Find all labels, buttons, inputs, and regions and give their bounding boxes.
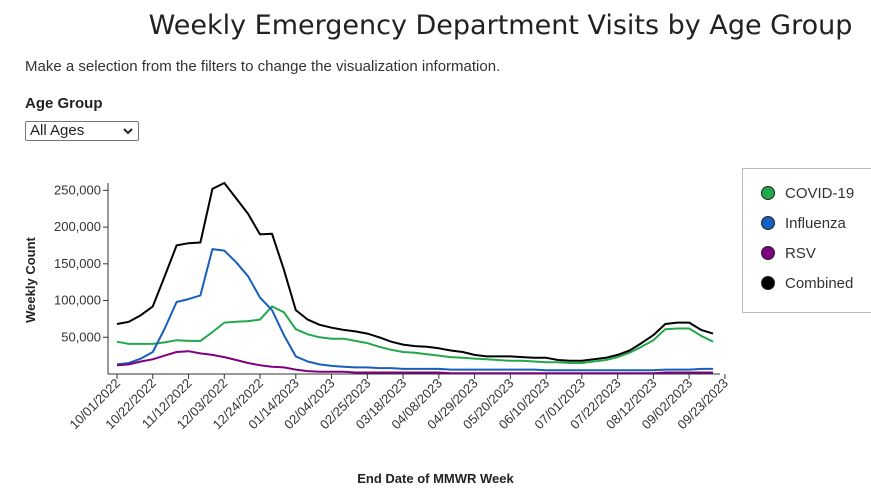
- y-tick-label: 50,000: [61, 329, 101, 344]
- legend-label-influenza: Influenza: [785, 214, 846, 232]
- legend-item-rsv[interactable]: RSV: [761, 243, 816, 263]
- legend-label-covid: COVID-19: [785, 184, 855, 202]
- y-tick-label: 150,000: [54, 256, 101, 271]
- legend-label-rsv: RSV: [785, 244, 816, 262]
- series-line-combined: [116, 182, 714, 362]
- x-axis: 10/01/202210/22/202211/12/202212/03/2022…: [66, 373, 731, 432]
- legend-swatch-influenza: [761, 216, 775, 230]
- chart-legend: COVID-19 Influenza RSV Combined: [742, 168, 871, 313]
- y-tick-label: 100,000: [54, 293, 101, 308]
- legend-swatch-covid: [761, 186, 775, 200]
- line-chart: 50,000 100,000 150,000 200,000 250,000 10/01…: [23, 182, 731, 432]
- legend-label-combined: Combined: [785, 274, 854, 292]
- age-group-select-value: All Ages: [30, 122, 85, 139]
- age-group-filter-label: Age Group: [25, 95, 103, 112]
- legend-swatch-rsv: [761, 246, 775, 260]
- age-group-select[interactable]: All Ages: [25, 121, 139, 141]
- series-line-rsv: [116, 350, 713, 375]
- y-tick-label: 250,000: [54, 182, 101, 197]
- y-axis-title: Weekly Count: [23, 236, 38, 322]
- chevron-down-icon: [123, 128, 133, 135]
- legend-item-combined[interactable]: Combined: [761, 273, 853, 293]
- y-tick-label: 200,000: [54, 219, 101, 234]
- y-axis: 50,000 100,000 150,000 200,000 250,000: [54, 182, 109, 374]
- series-line-influenza: [116, 248, 713, 372]
- series-line-covid-19: [116, 305, 714, 364]
- page-subtitle: Make a selection from the filters to cha…: [25, 58, 501, 75]
- series-lines: [116, 182, 714, 375]
- legend-swatch-combined: [761, 276, 775, 290]
- legend-item-influenza[interactable]: Influenza: [761, 213, 846, 233]
- x-axis-title: End Date of MMWR Week: [357, 471, 514, 486]
- legend-item-covid[interactable]: COVID-19: [761, 183, 854, 203]
- page-title: Weekly Emergency Department Visits by Ag…: [148, 10, 853, 41]
